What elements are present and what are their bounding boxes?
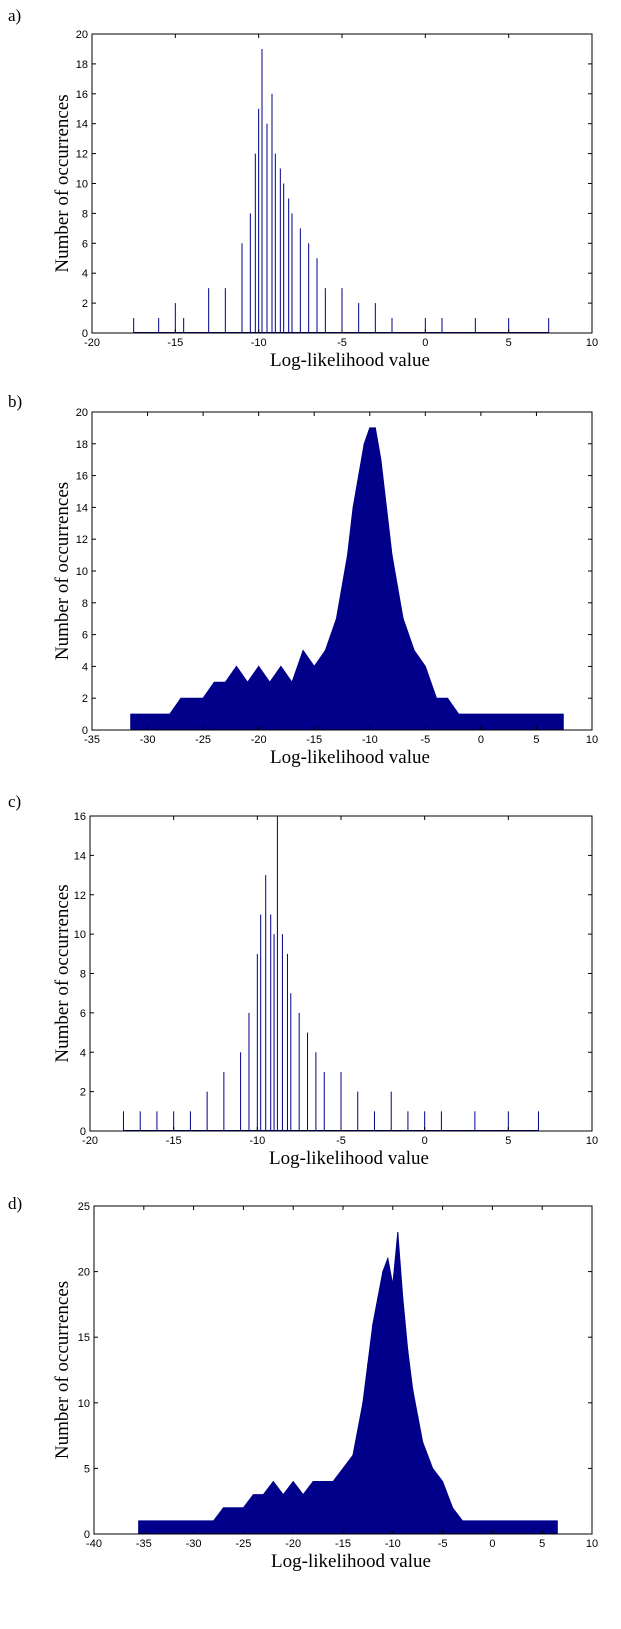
y-axis-title: Number of occurrences xyxy=(52,1281,73,1459)
y-tick-label: 16 xyxy=(76,471,88,483)
x-tick-label: 0 xyxy=(489,1538,495,1550)
x-tick-label: -35 xyxy=(84,734,100,746)
y-tick-label: 5 xyxy=(84,1463,90,1475)
x-tick-label: 5 xyxy=(506,337,512,349)
x-tick-label: -20 xyxy=(82,1135,98,1147)
x-tick-label: -15 xyxy=(335,1538,351,1550)
x-tick-label: -30 xyxy=(186,1538,202,1550)
x-tick-label: -15 xyxy=(306,734,322,746)
x-tick-label: -25 xyxy=(195,734,211,746)
y-tick-label: 2 xyxy=(80,1087,86,1099)
y-axis-title: Number of occurrences xyxy=(52,482,73,660)
histogram-panel-a: a) -20 -15 -10 -5 0 5 10 0 2 4 6 8 10 12 14 16 18 20 Log-l… xyxy=(0,0,621,390)
x-tick-label: 0 xyxy=(478,734,484,746)
y-tick-label: 8 xyxy=(82,208,88,220)
x-tick-label: -15 xyxy=(167,337,183,349)
y-tick-label: 14 xyxy=(76,119,88,131)
histogram-panel-b: b) -35 -30 -25 -20 -15 -10 -5 0 5 10 0 2 4 6 8 10 12 14 16… xyxy=(0,386,621,788)
y-axis-title: Number of occurrences xyxy=(52,94,73,272)
y-tick-label: 18 xyxy=(76,439,88,451)
y-tick-label: 4 xyxy=(82,661,88,673)
x-tick-label: -30 xyxy=(140,734,156,746)
y-tick-label: 14 xyxy=(76,502,88,514)
x-axis-title: Log-likelihood value xyxy=(270,747,430,768)
y-tick-label: 4 xyxy=(82,268,88,280)
x-tick-label: 5 xyxy=(539,1538,545,1550)
y-tick-label: 6 xyxy=(82,238,88,250)
x-tick-label: -5 xyxy=(336,1135,346,1147)
y-tick-label: 0 xyxy=(80,1126,86,1138)
x-tick-label: -10 xyxy=(362,734,378,746)
y-tick-label: 10 xyxy=(74,929,86,941)
x-tick-label: 0 xyxy=(422,337,428,349)
y-tick-label: 12 xyxy=(76,149,88,161)
x-tick-label: -40 xyxy=(86,1538,102,1550)
x-axis-title: Log-likelihood value xyxy=(269,1148,429,1169)
x-tick-label: 10 xyxy=(586,734,598,746)
x-tick-label: -25 xyxy=(235,1538,251,1550)
y-tick-label: 8 xyxy=(82,598,88,610)
x-tick-label: -20 xyxy=(84,337,100,349)
y-tick-label: 14 xyxy=(74,850,86,862)
y-tick-label: 20 xyxy=(76,407,88,419)
y-tick-label: 10 xyxy=(76,179,88,191)
y-tick-label: 20 xyxy=(78,1267,90,1279)
histogram-chart: -20 -15 -10 -5 0 5 10 0 2 4 6 8 10 12 14 16 Log-likeliho… xyxy=(52,811,598,1169)
histogram-area xyxy=(138,1232,558,1535)
y-tick-label: 8 xyxy=(80,969,86,981)
x-tick-label: -10 xyxy=(251,337,267,349)
histogram-chart: -40 -35 -30 -25 -20 -15 -10 -5 0 5 10 0 5 10 15 20 25 Log… xyxy=(52,1201,598,1572)
panel-label: a) xyxy=(8,6,22,25)
bars xyxy=(138,1232,558,1535)
y-tick-label: 12 xyxy=(74,890,86,902)
bars xyxy=(130,427,564,731)
y-tick-label: 0 xyxy=(84,1529,90,1541)
y-tick-label: 12 xyxy=(76,534,88,546)
x-tick-label: 5 xyxy=(505,1135,511,1147)
y-tick-label: 6 xyxy=(80,1008,86,1020)
x-tick-label: 10 xyxy=(586,1135,598,1147)
bars xyxy=(122,816,539,1131)
x-axis-title: Log-likelihood value xyxy=(270,350,430,371)
y-tick-label: 20 xyxy=(76,29,88,41)
x-tick-label: -5 xyxy=(337,337,347,349)
y-tick-label: 16 xyxy=(76,89,88,101)
histogram-chart: -35 -30 -25 -20 -15 -10 -5 0 5 10 0 2 4 6 8 10 12 14 16 18 2… xyxy=(52,407,598,768)
panel-label: c) xyxy=(8,792,22,811)
y-tick-label: 10 xyxy=(76,566,88,578)
histogram-panel-d: d) -40 -35 -30 -25 -20 -15 -10 -5 0 5 10 0 5 10 15 20 25… xyxy=(0,1188,621,1629)
y-axis-title: Number of occurrences xyxy=(52,884,73,1062)
panel-label: b) xyxy=(8,392,23,411)
histogram-panel-c: c) -20 -15 -10 -5 0 5 10 0 2 4 6 8 10 12 14 16 Log-likel… xyxy=(0,786,621,1190)
y-tick-label: 2 xyxy=(82,693,88,705)
x-tick-label: -15 xyxy=(166,1135,182,1147)
y-tick-label: 6 xyxy=(82,630,88,642)
x-tick-label: 0 xyxy=(422,1135,428,1147)
x-tick-label: -10 xyxy=(385,1538,401,1550)
y-tick-label: 10 xyxy=(78,1398,90,1410)
bars xyxy=(133,48,550,333)
panel-label: d) xyxy=(8,1194,23,1213)
x-tick-label: -5 xyxy=(420,734,430,746)
x-tick-label: -10 xyxy=(249,1135,265,1147)
y-tick-label: 18 xyxy=(76,59,88,71)
x-tick-label: -35 xyxy=(136,1538,152,1550)
x-tick-label: 5 xyxy=(533,734,539,746)
y-tick-label: 15 xyxy=(78,1332,90,1344)
x-tick-label: 10 xyxy=(586,337,598,349)
histogram-chart: -20 -15 -10 -5 0 5 10 0 2 4 6 8 10 12 14 16 18 20 Log-like… xyxy=(52,29,598,371)
x-tick-label: 10 xyxy=(586,1538,598,1550)
y-tick-label: 16 xyxy=(74,811,86,823)
x-tick-label: -20 xyxy=(285,1538,301,1550)
y-tick-label: 4 xyxy=(80,1047,86,1059)
y-tick-label: 0 xyxy=(82,328,88,340)
x-tick-label: -5 xyxy=(438,1538,448,1550)
x-axis-title: Log-likelihood value xyxy=(271,1551,431,1572)
y-tick-label: 2 xyxy=(82,298,88,310)
x-tick-label: -20 xyxy=(251,734,267,746)
y-tick-label: 25 xyxy=(78,1201,90,1213)
y-tick-label: 0 xyxy=(82,725,88,737)
